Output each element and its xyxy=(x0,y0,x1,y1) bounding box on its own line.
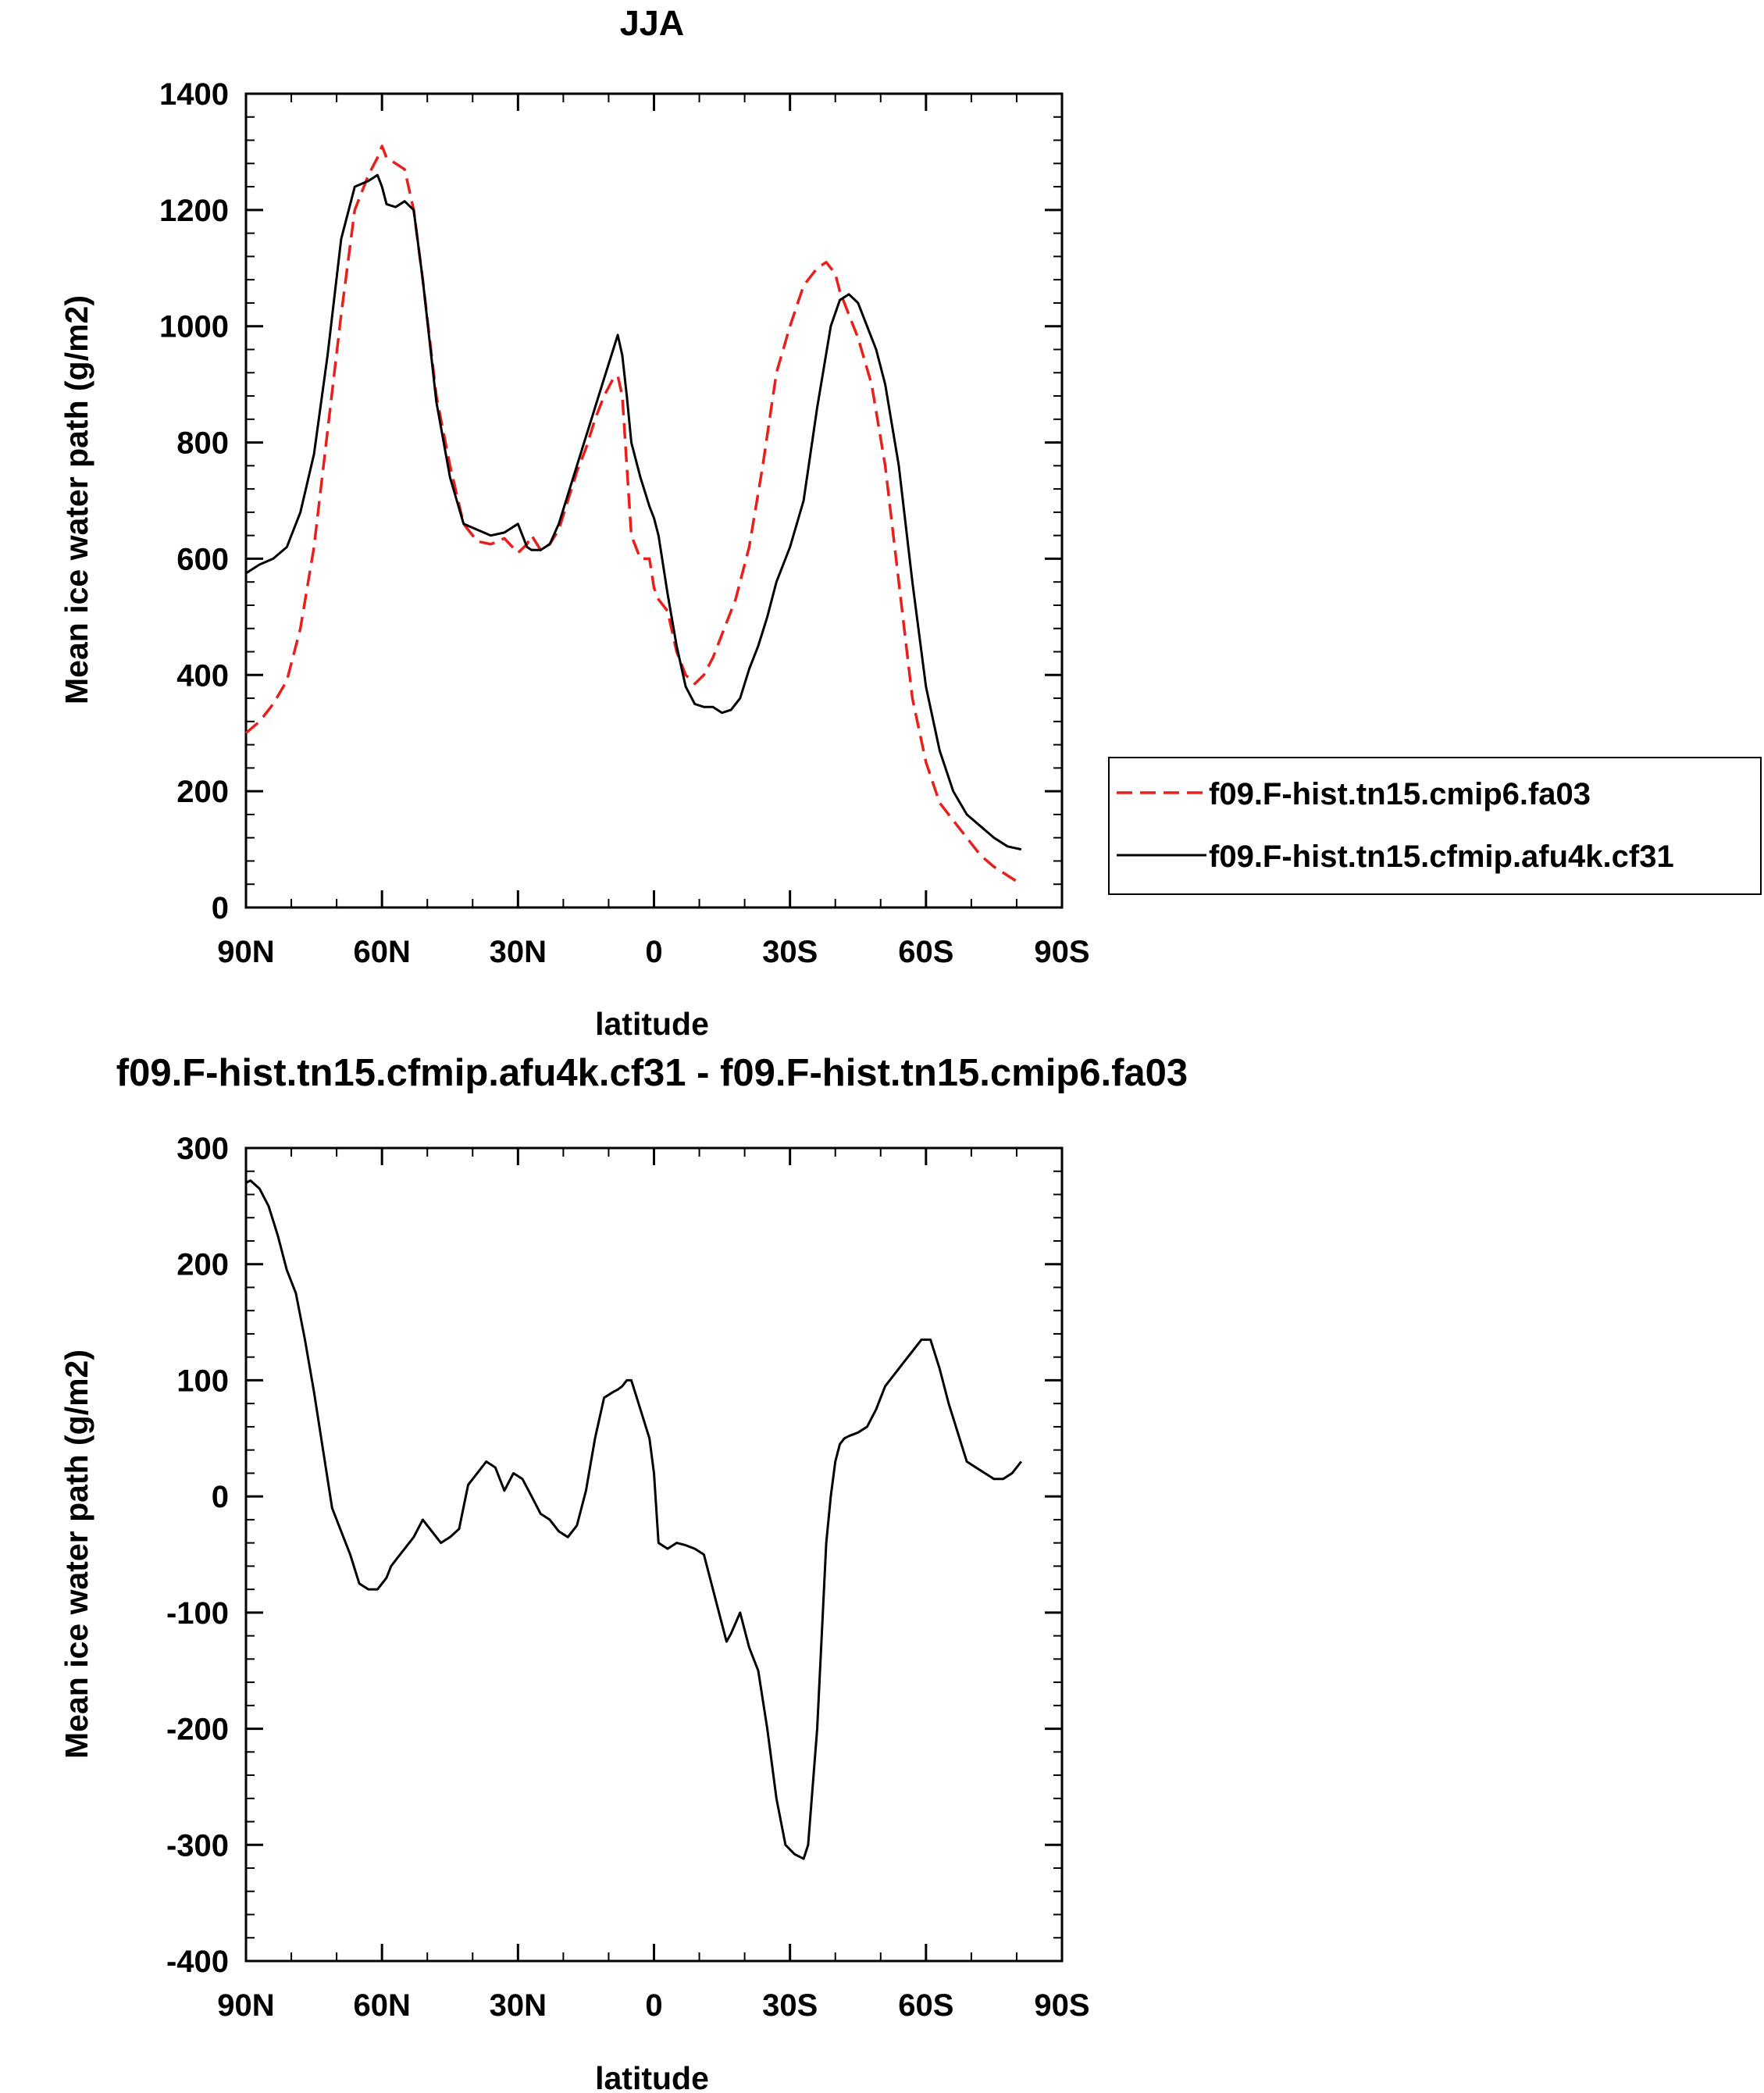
top-y-tick-label: 800 xyxy=(176,426,229,461)
top-y-axis-label: Mean ice water path (g/m2) xyxy=(59,295,94,704)
top-series-line-0 xyxy=(244,144,1022,886)
top-y-tick-label: 1200 xyxy=(159,194,229,228)
bottom-y-tick-label: -400 xyxy=(166,1945,229,1979)
bottom-x-tick-label: 30S xyxy=(762,1988,818,2023)
bottom-plot-frame xyxy=(244,1146,1064,1963)
top-chart: JJA 0 200 400 600 800 1000 1200 1400 90N 60N 30N 0… xyxy=(59,3,1762,1042)
top-y-tick-label: 400 xyxy=(176,658,229,693)
bottom-y-tick-label: 300 xyxy=(176,1132,229,1166)
bottom-x-tick-label: 60S xyxy=(898,1988,953,2023)
bottom-x-axis-label: latitude xyxy=(595,2060,709,2093)
legend: f09.F-hist.tn15.cmip6.fa03 f09.F-hist.tn… xyxy=(1108,757,1762,895)
bottom-x-tick-label: 90S xyxy=(1034,1988,1089,2023)
top-y-tick-label: 1000 xyxy=(159,310,229,344)
top-x-tick-label: 0 xyxy=(645,935,662,969)
bottom-chart-title: f09.F-hist.tn15.cfmip.afu4k.cf31 - f09.F… xyxy=(116,1052,1188,1094)
bottom-x-ticks: 90N 60N 30N 0 30S 60S 90S xyxy=(217,1148,1090,2023)
bottom-x-tick-label: 30N xyxy=(490,1988,547,2023)
top-x-ticks: 90N 60N 30N 0 30S 60S 90S xyxy=(217,94,1090,969)
bottom-x-tick-label: 0 xyxy=(645,1988,662,2023)
top-chart-title: JJA xyxy=(620,3,685,43)
top-x-tick-label: 60N xyxy=(353,935,410,969)
bottom-x-tick-label: 90N xyxy=(217,1988,274,2023)
bottom-y-tick-label: -200 xyxy=(166,1713,229,1747)
bottom-y-tick-label: -100 xyxy=(166,1596,229,1631)
bottom-y-tick-label: 0 xyxy=(212,1480,229,1514)
top-x-axis-label: latitude xyxy=(595,1006,709,1042)
bottom-y-axis-label: Mean ice water path (g/m2) xyxy=(59,1350,94,1759)
bottom-series-group xyxy=(245,1179,1022,1860)
top-x-tick-label: 30N xyxy=(490,935,547,969)
bottom-x-tick-label: 60N xyxy=(353,1988,410,2023)
top-series-line-1 xyxy=(245,173,1022,851)
top-y-tick-label: 0 xyxy=(212,891,229,925)
legend-label-1: f09.F-hist.tn15.cfmip.afu4k.cf31 xyxy=(1209,840,1674,874)
bottom-y-tick-label: -300 xyxy=(166,1828,229,1863)
legend-label-0: f09.F-hist.tn15.cmip6.fa03 xyxy=(1209,777,1591,811)
top-x-tick-label: 90N xyxy=(217,935,274,969)
bottom-y-tick-label: 100 xyxy=(176,1364,229,1398)
top-y-tick-label: 1400 xyxy=(159,77,229,112)
top-series-group xyxy=(244,144,1022,886)
bottom-y-tick-label: 200 xyxy=(176,1248,229,1282)
top-x-tick-label: 90S xyxy=(1034,935,1089,969)
top-x-tick-label: 60S xyxy=(898,935,953,969)
top-y-tick-label: 200 xyxy=(176,775,229,809)
legend-box xyxy=(1108,757,1762,895)
bottom-chart: f09.F-hist.tn15.cfmip.afu4k.cf31 - f09.F… xyxy=(59,1052,1188,2093)
top-x-tick-label: 30S xyxy=(762,935,818,969)
bottom-y-ticks: -400 -300 -200 -100 0 100 200 300 xyxy=(166,1132,1062,1979)
top-y-ticks: 0 200 400 600 800 1000 1200 1400 xyxy=(159,77,1062,925)
bottom-series-line-0 xyxy=(245,1179,1022,1860)
top-plot-frame xyxy=(244,92,1064,909)
top-y-tick-label: 600 xyxy=(176,542,229,576)
